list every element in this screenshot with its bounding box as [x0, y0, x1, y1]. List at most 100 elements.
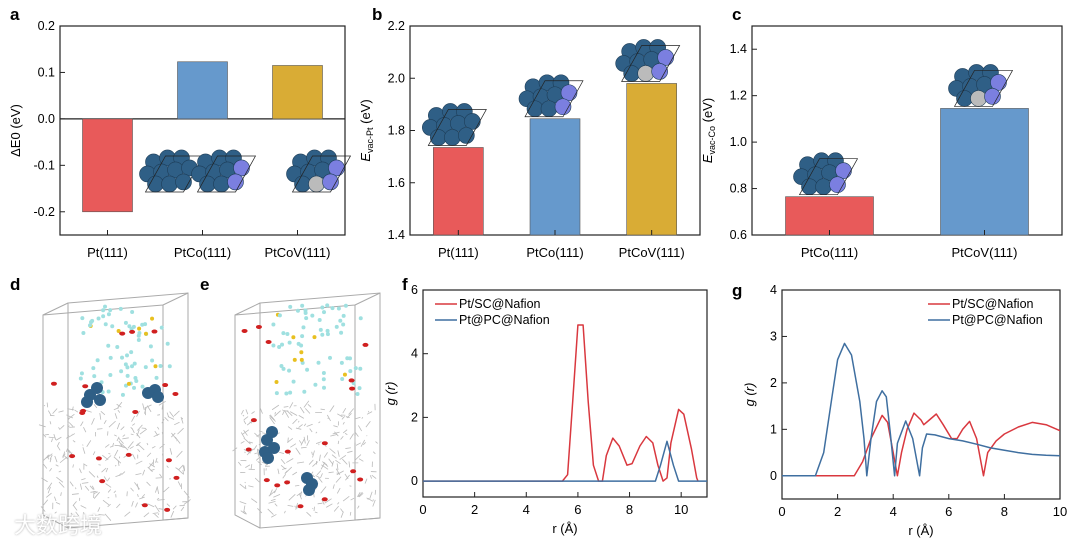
water-molecule [357, 477, 364, 482]
polymer-bond [93, 404, 98, 409]
polymer-bond [139, 428, 148, 435]
nafion-atom [358, 316, 363, 321]
polymer-bond [337, 502, 340, 505]
polymer-bond [89, 485, 94, 490]
water-molecule [321, 497, 328, 502]
polymer-bond [43, 434, 47, 438]
y-axis-label: g (r) [742, 383, 757, 407]
polymer-bond [136, 429, 140, 437]
water-molecule [125, 452, 132, 457]
polymer-bond [155, 457, 158, 463]
unit-cell-outline [621, 45, 681, 82]
polymer-bond [340, 511, 344, 518]
x-tick-label: PtCoV(111) [265, 245, 331, 260]
x-tick-label: PtCo(111) [174, 245, 231, 260]
polymer-bond [316, 470, 322, 476]
polymer-bond [150, 468, 155, 471]
y-tick-label: 0 [770, 469, 777, 483]
polymer-bond [177, 481, 182, 487]
water-molecule [265, 340, 272, 345]
polymer-bond [328, 471, 334, 474]
polymer-bond [118, 437, 124, 444]
nafion-atom [343, 303, 348, 308]
polymer-bond [146, 481, 151, 487]
nafion-atom [345, 356, 350, 361]
polymer-bond [166, 503, 171, 507]
series-line-Pt/SC@Nafion [782, 412, 1060, 477]
water-molecule [141, 503, 148, 508]
polymer-bond [289, 411, 298, 416]
polymer-bond [274, 503, 278, 507]
water-molecule [99, 479, 106, 484]
legend-label: Pt/SC@Nafion [952, 297, 1034, 311]
polymer-bond [320, 408, 325, 411]
polymer-bond [146, 442, 149, 446]
polymer-bond [137, 424, 143, 431]
panel-label-f: f [402, 275, 408, 294]
x-tick-label: 8 [1001, 504, 1008, 519]
polymer-bond [91, 418, 95, 425]
nafion-atom [325, 303, 330, 308]
atom-sphere [815, 178, 832, 195]
polymer-bond [159, 443, 165, 449]
polymer-bond [41, 477, 48, 483]
y-tick-label: 0.8 [730, 182, 747, 196]
pt-atom [91, 382, 103, 394]
polymer-bond [240, 440, 245, 444]
polymer-bond [106, 477, 111, 482]
nafion-atom [153, 364, 158, 369]
polymer-bond [96, 475, 99, 478]
atom-sphere [560, 84, 578, 102]
polymer-bond [149, 463, 156, 468]
polymer-bond [46, 492, 52, 498]
atom-sphere [233, 159, 250, 177]
polymer-bond [62, 451, 66, 459]
polymer-bond [244, 451, 246, 454]
polymer-bond [299, 406, 305, 414]
polymer-bond [345, 416, 350, 418]
nafion-atom [288, 390, 293, 395]
polymer-bond [250, 463, 253, 470]
polymer-bond [288, 493, 296, 501]
polymer-bond [328, 458, 334, 465]
polymer-bond [334, 431, 339, 437]
polymer-bond [117, 409, 121, 413]
polymer-bond [336, 487, 341, 494]
polymer-bond [68, 425, 70, 427]
polymer-bond [259, 408, 263, 414]
polymer-bond [141, 494, 146, 498]
atom-sphere [651, 63, 668, 80]
polymer-bond [284, 470, 288, 474]
polymer-bond [258, 444, 261, 447]
y-tick-label: 0.2 [38, 19, 55, 33]
polymer-bond [54, 511, 57, 514]
water-molecule [162, 383, 169, 388]
polymer-bond [75, 487, 77, 490]
polymer-bond [270, 498, 276, 502]
polymer-bond [147, 503, 155, 508]
y-tick-label: 1 [770, 422, 777, 436]
polymer-bond [326, 414, 331, 422]
polymer-bond [248, 441, 253, 444]
plot-frame [422, 289, 708, 498]
polymer-bond [161, 451, 164, 456]
polymer-bond [349, 433, 354, 440]
polymer-bond [40, 506, 46, 512]
y-tick-label: 0.0 [38, 112, 55, 126]
polymer-bond [319, 454, 321, 462]
polymer-bond [49, 421, 52, 425]
polymer-bond [72, 505, 78, 511]
md-snapshot-d [38, 292, 191, 529]
legend-label: Pt@PC@Nafion [952, 313, 1043, 327]
water-molecule [245, 447, 252, 452]
nafion-atom [338, 318, 343, 323]
polymer-bond [323, 452, 328, 458]
water-molecule [129, 329, 136, 334]
polymer-bond [60, 492, 62, 497]
polymer-bond [357, 491, 363, 498]
polymer-bond [59, 456, 68, 464]
nafion-atom [313, 382, 318, 387]
x-tick-label: Pt(111) [87, 245, 128, 260]
y-label-sub: vac-Pt [365, 127, 375, 153]
